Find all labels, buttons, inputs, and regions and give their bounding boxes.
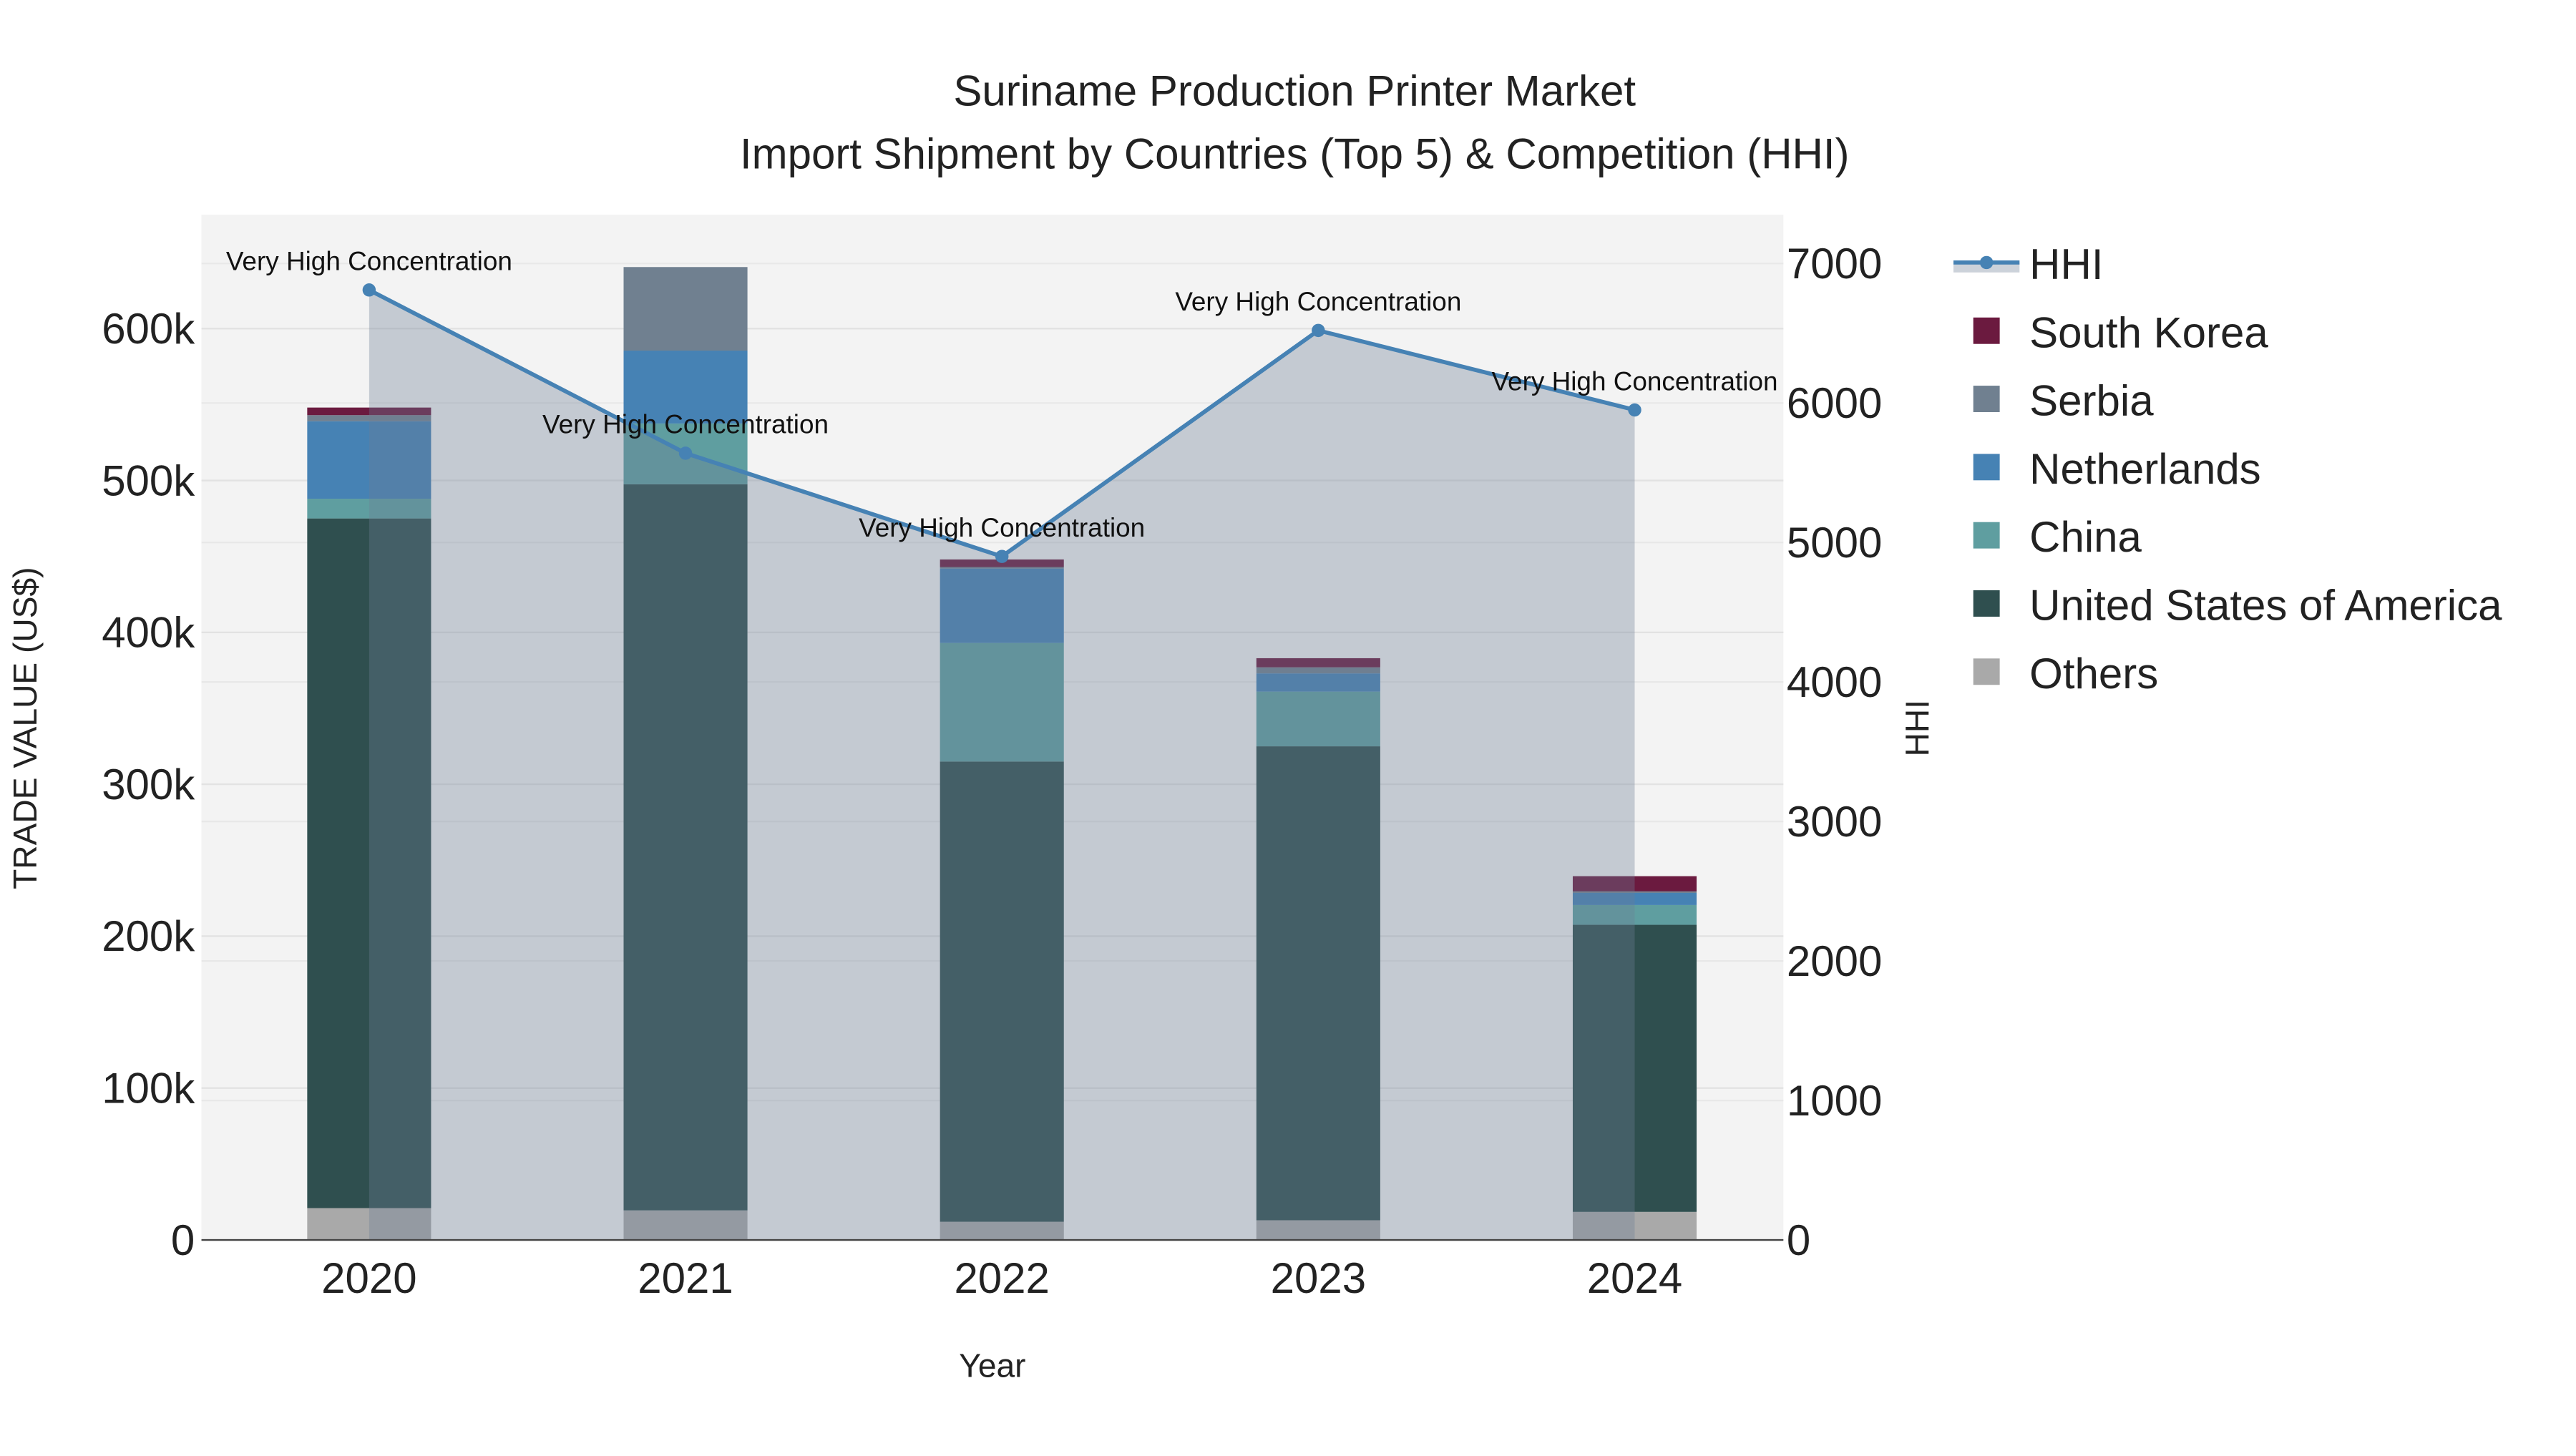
hhi-point: [1312, 323, 1325, 338]
y-tick-label: 0: [171, 1216, 195, 1264]
y2-tick-label: 2000: [1787, 937, 1882, 985]
x-axis-title: Year: [959, 1347, 1025, 1384]
y2-tick-label: 7000: [1787, 240, 1882, 288]
bar-netherlands: [307, 421, 431, 499]
bar-south-korea: [940, 559, 1064, 567]
bar-united-states-of-america: [307, 518, 431, 1208]
bar-china: [940, 643, 1064, 762]
bar-china: [1572, 904, 1697, 925]
hhi-point: [362, 283, 376, 297]
bar-netherlands: [623, 351, 748, 424]
hhi-annotation: Very High Concentration: [1491, 366, 1777, 396]
y-axis-title: TRADE VALUE (US$): [6, 567, 44, 889]
bar-united-states-of-america: [1572, 924, 1697, 1212]
bar-others: [1256, 1220, 1380, 1241]
x-tick-label: 2024: [1587, 1254, 1682, 1302]
bar-china: [307, 499, 431, 519]
bar-serbia: [307, 415, 431, 421]
x-tick-label: 2022: [954, 1254, 1049, 1302]
legend-label: United States of America: [2029, 582, 2502, 630]
legend-swatch-serbia: [1973, 386, 2000, 413]
bar-others: [623, 1210, 748, 1241]
bar-others: [1572, 1211, 1697, 1241]
bar-south-korea: [1572, 876, 1697, 891]
bar-others: [940, 1221, 1064, 1241]
chart-title-line2: Import Shipment by Countries (Top 5) & C…: [740, 130, 1850, 177]
bar-serbia: [623, 267, 748, 351]
bar-united-states-of-america: [1256, 746, 1380, 1221]
y2-tick-label: 0: [1787, 1216, 1810, 1264]
legend-label-hhi: HHI: [2029, 240, 2103, 288]
hhi-annotation: Very High Concentration: [859, 513, 1145, 542]
bar-united-states-of-america: [623, 484, 748, 1211]
hhi-annotation: Very High Concentration: [542, 410, 829, 439]
y-tick-label: 500k: [102, 456, 195, 504]
y2-tick-label: 4000: [1787, 658, 1882, 706]
hhi-point: [678, 446, 693, 460]
legend-swatch-south-korea: [1973, 317, 2000, 344]
y2-tick-label: 1000: [1787, 1077, 1882, 1125]
y2-tick-label: 3000: [1787, 798, 1882, 846]
hhi-area: [369, 290, 1635, 1241]
legend-swatch-others: [1973, 658, 2000, 685]
legend-swatch-united-states-of-america: [1973, 590, 2000, 617]
y2-tick-label: 6000: [1787, 379, 1882, 427]
hhi-point: [1628, 403, 1641, 417]
y-tick-label: 600k: [102, 305, 195, 353]
x-tick-label: 2023: [1271, 1254, 1366, 1302]
bar-netherlands: [1256, 673, 1380, 692]
x-tick-label: 2020: [321, 1254, 416, 1302]
bar-serbia: [1572, 891, 1697, 893]
bar-netherlands: [1572, 892, 1697, 905]
bar-others: [307, 1208, 431, 1241]
y2-axis-title: HHI: [1898, 700, 1936, 756]
legend-label: Serbia: [2029, 377, 2154, 425]
bar-south-korea: [1256, 658, 1380, 668]
y-tick-label: 300k: [102, 761, 195, 808]
legend-label: South Korea: [2029, 308, 2268, 356]
bar-south-korea: [307, 407, 431, 416]
bar-china: [1256, 691, 1380, 747]
hhi-point: [995, 549, 1009, 563]
chart-title-line1: Suriname Production Printer Market: [953, 67, 1636, 115]
legend-label: Netherlands: [2029, 445, 2261, 493]
legend-label: Others: [2029, 650, 2158, 698]
hhi-annotation: Very High Concentration: [226, 247, 512, 276]
y-tick-label: 100k: [102, 1065, 195, 1113]
bar-netherlands: [940, 568, 1064, 643]
y-tick-label: 200k: [102, 912, 195, 960]
legend-label: China: [2029, 513, 2142, 561]
y-tick-label: 400k: [102, 609, 195, 657]
legend-swatch-netherlands: [1973, 454, 2000, 481]
legend-hhi-marker: [1979, 255, 1994, 270]
x-tick-label: 2021: [638, 1254, 733, 1302]
hhi-annotation: Very High Concentration: [1175, 287, 1461, 316]
bar-serbia: [940, 567, 1064, 569]
legend-swatch-china: [1973, 522, 2000, 549]
bar-united-states-of-america: [940, 761, 1064, 1222]
y2-tick-label: 5000: [1787, 519, 1882, 567]
bar-serbia: [1256, 667, 1380, 674]
